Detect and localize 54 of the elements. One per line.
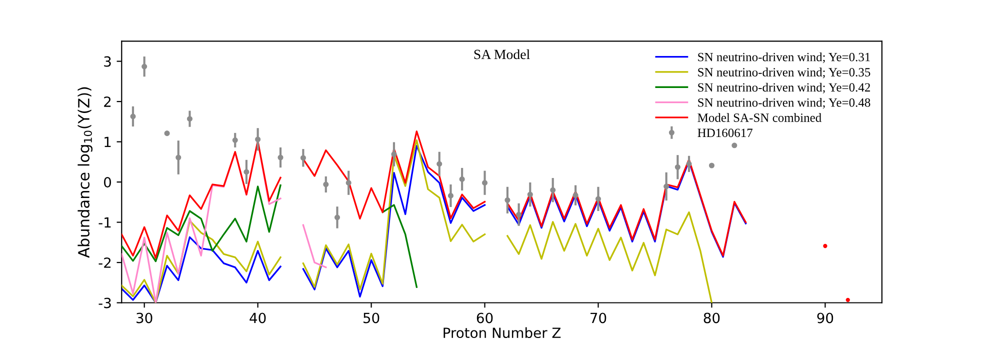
legend-label: SN neutrino-driven wind; Ye=0.31 xyxy=(698,52,870,64)
point xyxy=(823,244,828,248)
point xyxy=(346,180,352,186)
x-axis-title: Proton Number Z xyxy=(444,327,561,338)
point xyxy=(176,154,182,160)
point xyxy=(674,164,680,170)
point xyxy=(846,298,850,302)
y-tick-label: -1 xyxy=(98,217,111,228)
point xyxy=(142,64,148,70)
point xyxy=(300,155,306,161)
point xyxy=(278,154,284,160)
point xyxy=(482,180,488,186)
point xyxy=(550,187,556,193)
x-tick-label: 80 xyxy=(704,312,720,324)
x-tick-label: 50 xyxy=(364,312,380,324)
point xyxy=(504,197,510,203)
point xyxy=(130,114,136,120)
y-tick-label: 0 xyxy=(104,176,111,188)
point xyxy=(459,176,465,182)
y-tick-label: -3 xyxy=(98,298,111,308)
point xyxy=(244,169,250,175)
point xyxy=(255,136,261,142)
point xyxy=(595,196,602,202)
x-tick-label: 40 xyxy=(250,312,266,324)
point xyxy=(391,151,397,158)
point xyxy=(527,192,533,198)
point xyxy=(448,192,454,198)
point xyxy=(664,184,670,190)
x-tick-label: 30 xyxy=(136,312,152,324)
point xyxy=(516,212,522,218)
legend-label: SN neutrino-driven wind; Ye=0.42 xyxy=(698,82,870,94)
x-tick-label: 90 xyxy=(817,312,834,324)
point xyxy=(232,137,238,143)
point xyxy=(164,130,170,136)
y-tick-label: 3 xyxy=(104,56,111,67)
point xyxy=(334,214,340,220)
x-tick-label: 60 xyxy=(476,312,493,324)
legend-label: SN neutrino-driven wind; Ye=0.48 xyxy=(698,98,870,109)
point xyxy=(572,192,578,198)
legend-label: Model SA-SN combined xyxy=(698,113,822,122)
legend-label: SN neutrino-driven wind; Ye=0.35 xyxy=(698,68,870,78)
point xyxy=(186,116,193,122)
point xyxy=(732,142,738,148)
legend-label: HD160617 xyxy=(698,128,753,138)
y-tick-label: 1 xyxy=(104,136,111,148)
point xyxy=(686,161,692,167)
y-axis-title: Abundance log$_{10}$(Y(Z)) xyxy=(78,87,92,258)
x-tick-label: 70 xyxy=(590,312,606,324)
y-tick-label: -2 xyxy=(98,257,111,268)
point xyxy=(436,161,442,167)
point xyxy=(708,162,714,168)
chart-title: SA Model xyxy=(474,49,530,60)
y-tick-label: 2 xyxy=(104,96,111,107)
point xyxy=(323,182,329,188)
